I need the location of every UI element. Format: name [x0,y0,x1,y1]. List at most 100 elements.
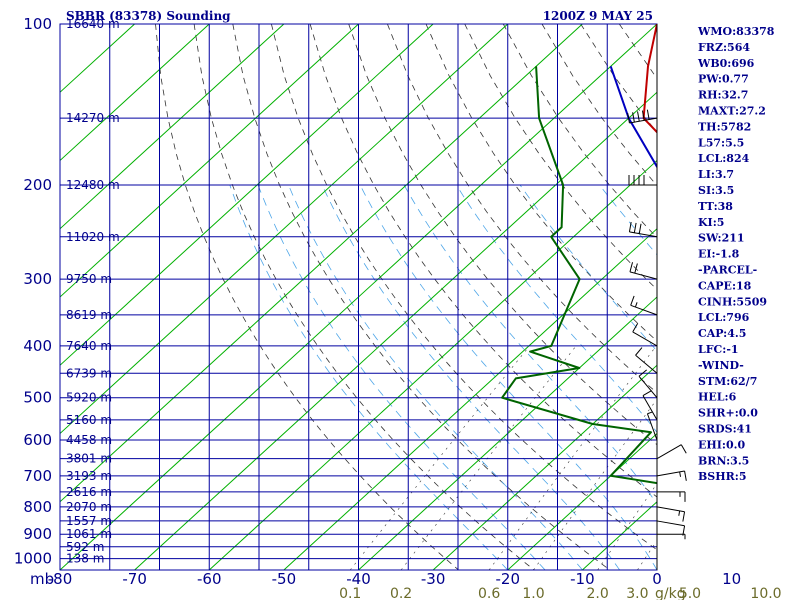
wind-barb [627,109,658,124]
height-label: 1557 m [66,514,112,528]
wind-barb [638,369,658,399]
height-label: 16640 m [66,17,120,31]
mixing-ratio-label: 1.0 [522,586,544,600]
wind-barb [632,322,658,347]
stability-index: TT:38 [698,200,733,213]
moist-adiabat [456,184,657,433]
moist-adiabat [229,184,509,570]
moist-adiabat [403,184,657,505]
isotherm-line [134,91,657,570]
stability-index: WB0:696 [697,57,755,70]
height-label: 1061 m [66,527,112,541]
dry-adiabat [580,24,657,133]
height-label: 14270 m [66,111,120,125]
stability-index: -WIND- [698,359,744,372]
wind-barbs [627,24,687,570]
isotherm-line [60,24,434,366]
height-label: 7640 m [66,339,112,353]
pressure-unit-label: mb [30,570,54,588]
isotherm-line [60,24,359,298]
dry-adiabat [464,24,657,291]
mixing-ratio-line [400,345,577,570]
height-label: 8619 m [66,308,112,322]
moist-adiabats [229,184,800,570]
stability-index: SRDS:41 [698,423,752,436]
isotherm-line [60,24,583,503]
pressure-tick-label: 600 [23,431,52,449]
pressure-tick-label: 400 [23,337,52,355]
temperature-tick-label: -20 [496,570,521,588]
stability-index: -PARCEL- [698,264,757,277]
dry-adiabat [155,24,459,570]
wind-barb [628,174,657,186]
stability-index: FRZ:564 [698,41,750,54]
pressure-tick-label: 900 [23,525,52,543]
stability-index: WMO:83378 [697,25,775,38]
wind-barb [635,347,658,374]
mixing-ratio-label: 0.6 [478,586,500,600]
stability-index: LCL:796 [698,311,750,324]
mixing-ratio-label: 2.0 [587,586,609,600]
wind-barb [646,411,658,441]
height-label: 2616 m [66,485,112,499]
dry-adiabat [232,24,611,570]
stability-index: SW:211 [698,232,745,245]
dry-adiabat [193,24,535,570]
stability-index: BRN:3.5 [698,454,749,467]
wind-barb [628,221,658,238]
stability-index: LCL:824 [698,152,750,165]
mixing-unit-label: g/kg [655,586,686,600]
temperature-tick-label: -70 [122,570,147,588]
isotherm-line [283,228,657,570]
wind-barb [630,295,658,316]
pressure-tick-label: 500 [23,389,52,407]
dry-adiabat [774,24,800,570]
stability-index: CINH:5509 [698,295,767,308]
dry-adiabat [387,24,657,394]
stability-index: SI:3.5 [698,184,734,197]
stability-index: LFC:-1 [698,343,739,356]
stability-index: CAPE:18 [698,279,752,292]
mixing-ratio-line [488,345,657,570]
stability-index: PW:0.77 [698,73,749,86]
isotherm-line [432,364,657,570]
stability-index: BSHR:5 [698,470,747,483]
stability-index: SHR+:0.0 [698,407,758,420]
isotherm-line [60,24,61,25]
wind-barb [656,470,687,481]
height-label: 3193 m [66,469,112,483]
height-label: 5160 m [66,413,112,427]
dry-adiabat [309,24,657,498]
wind-barb [629,262,658,280]
stability-index: RH:32.7 [698,89,748,102]
temperature-tick-label: 0 [652,570,662,588]
pressure-tick-label: 200 [23,176,52,194]
temperature-tick-label: -50 [272,570,297,588]
wind-barb [656,444,687,460]
stability-index: CAP:4.5 [698,327,746,340]
wind-barb [656,520,686,536]
height-label: 6739 m [66,366,112,380]
stability-index: HEL:6 [698,391,737,404]
stability-index: EI:-1.8 [698,248,740,261]
chart-time: 1200Z 9 MAY 25 [543,9,653,23]
wind-barb [656,506,686,522]
moist-adiabat [288,184,583,570]
stability-index: KI:5 [698,216,724,229]
wind-barb [657,491,686,502]
moist-adiabat [257,184,546,570]
stability-index: TH:5782 [698,120,751,133]
stability-index: L57:5.5 [698,136,744,149]
temperature-tick-label: -10 [570,570,595,588]
temperature-tick-label: -60 [197,570,222,588]
height-label: 2070 m [66,500,112,514]
mixing-ratio-line [766,346,800,570]
height-label: 5920 m [66,391,112,405]
stability-index: LI:3.7 [698,168,734,181]
isotherm-line [582,501,657,570]
mixing-ratio-line [533,398,657,570]
temperature-tick-label: 10 [722,570,741,588]
pressure-tick-label: 100 [23,15,52,33]
